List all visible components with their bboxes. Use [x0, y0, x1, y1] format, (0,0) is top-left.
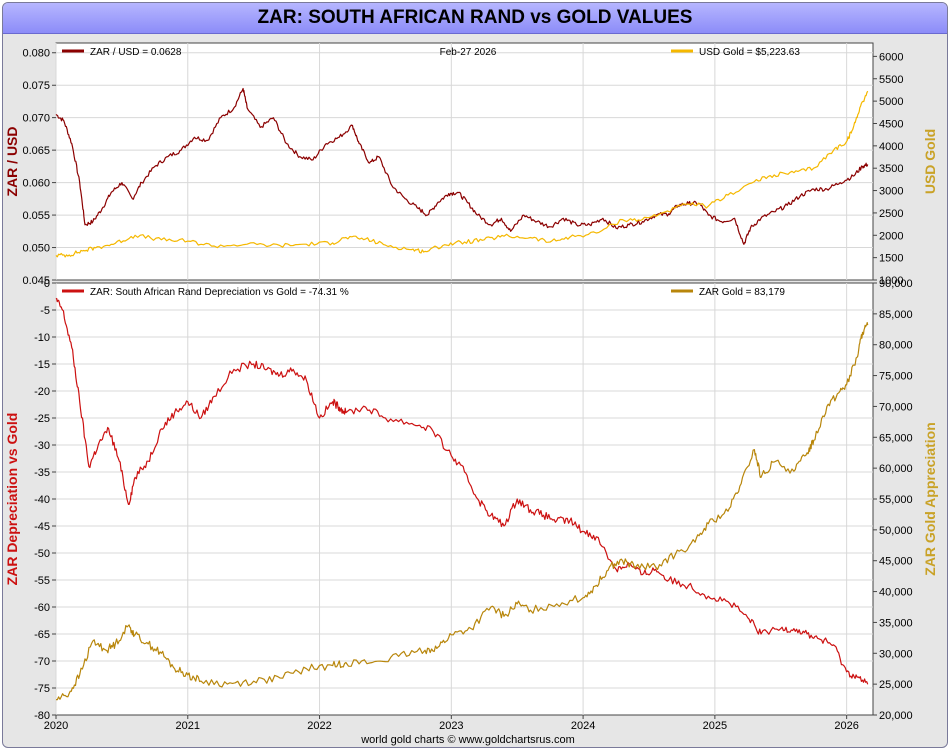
- left-tick-label: -35: [34, 467, 50, 479]
- left-tick-label: -75: [34, 683, 50, 695]
- right-tick-label: 3500: [879, 163, 903, 175]
- series-line-zar-usd: [55, 87, 869, 245]
- legend-label-right: ZAR Gold = 83,179: [699, 287, 785, 298]
- right-axis-title: ZAR Gold Appreciation: [922, 422, 938, 575]
- chart-title: ZAR: SOUTH AFRICAN RAND vs GOLD VALUES: [3, 3, 947, 34]
- left-tick-label: 0.045: [22, 275, 50, 287]
- x-tick-label: 2022: [307, 720, 331, 732]
- series-line-zar-gold: [55, 322, 869, 701]
- left-tick-label: 0.065: [22, 145, 50, 157]
- left-tick-label: 0.080: [22, 48, 50, 60]
- legend-label-left: ZAR: South African Rand Depreciation vs …: [90, 287, 349, 298]
- right-tick-label: 1000: [879, 275, 903, 287]
- right-tick-label: 6000: [879, 51, 903, 63]
- right-tick-label: 2000: [879, 230, 903, 242]
- left-tick-label: -20: [34, 386, 50, 398]
- left-tick-label: -65: [34, 629, 50, 641]
- right-tick-label: 1500: [879, 253, 903, 265]
- right-tick-label: 4000: [879, 141, 903, 153]
- right-tick-label: 3000: [879, 186, 903, 198]
- chart-canvas: 0.080 0.075 0.070 0.065 0.060 0.055 0.050 0.045…: [4, 42, 938, 746]
- right-tick-label: 65,000: [879, 432, 913, 444]
- left-tick-label: -5: [40, 305, 50, 317]
- x-tick-label: 2024: [571, 720, 595, 732]
- left-tick-label: 0.055: [22, 210, 50, 222]
- left-axis-title: ZAR Depreciation vs Gold: [4, 413, 20, 586]
- x-tick-label: 2020: [44, 720, 68, 732]
- right-tick-label: 80,000: [879, 340, 913, 352]
- left-tick-label: -15: [34, 359, 50, 371]
- left-tick-label: -80: [34, 710, 50, 722]
- x-tick-label: 2021: [176, 720, 200, 732]
- right-tick-label: 90,000: [879, 278, 913, 290]
- right-tick-label: 40,000: [879, 587, 913, 599]
- right-tick-label: 2500: [879, 208, 903, 220]
- left-tick-label: -30: [34, 440, 50, 452]
- x-tick-label: 2026: [834, 720, 858, 732]
- legend-label-right: USD Gold = $5,223.63: [699, 47, 800, 58]
- right-tick-label: 4500: [879, 118, 903, 130]
- x-tick-label: 2025: [703, 720, 727, 732]
- right-tick-label: 60,000: [879, 463, 913, 475]
- series-line-zar-depreciation-vs-gold: [55, 297, 869, 685]
- right-tick-label: 45,000: [879, 556, 913, 568]
- date-label: Feb-27 2026: [440, 47, 497, 58]
- right-tick-label: 5000: [879, 96, 903, 108]
- right-tick-label: 30,000: [879, 648, 913, 660]
- left-tick-label: -40: [34, 494, 50, 506]
- plot-area-1: [55, 42, 874, 281]
- right-tick-label: 75,000: [879, 371, 913, 383]
- left-tick-label: -55: [34, 575, 50, 587]
- footer-credit: world gold charts © www.goldchartsrus.co…: [360, 734, 575, 746]
- left-tick-label: 0.070: [22, 113, 50, 125]
- left-tick-label: 0.050: [22, 243, 50, 255]
- left-axis-title: ZAR / USD: [4, 127, 20, 197]
- left-tick-label: -45: [34, 521, 50, 533]
- left-tick-label: -25: [34, 413, 50, 425]
- left-tick-label: 0.075: [22, 80, 50, 92]
- left-tick-label: -50: [34, 548, 50, 560]
- right-tick-label: 20,000: [879, 710, 913, 722]
- legend-label-left: ZAR / USD = 0.0628: [90, 47, 182, 58]
- right-tick-label: 5500: [879, 74, 903, 86]
- right-tick-label: 85,000: [879, 309, 913, 321]
- x-tick-label: 2023: [439, 720, 463, 732]
- right-tick-label: 35,000: [879, 617, 913, 629]
- series-line-usd-gold: [55, 90, 869, 258]
- left-tick-label: -60: [34, 602, 50, 614]
- left-tick-label: -70: [34, 656, 50, 668]
- right-tick-label: 70,000: [879, 401, 913, 413]
- left-tick-label: 0.060: [22, 178, 50, 190]
- left-tick-label: 0: [44, 278, 50, 290]
- right-tick-label: 50,000: [879, 525, 913, 537]
- right-tick-label: 25,000: [879, 679, 913, 691]
- left-tick-label: -10: [34, 332, 50, 344]
- right-axis-title: USD Gold: [922, 129, 938, 194]
- right-tick-label: 55,000: [879, 494, 913, 506]
